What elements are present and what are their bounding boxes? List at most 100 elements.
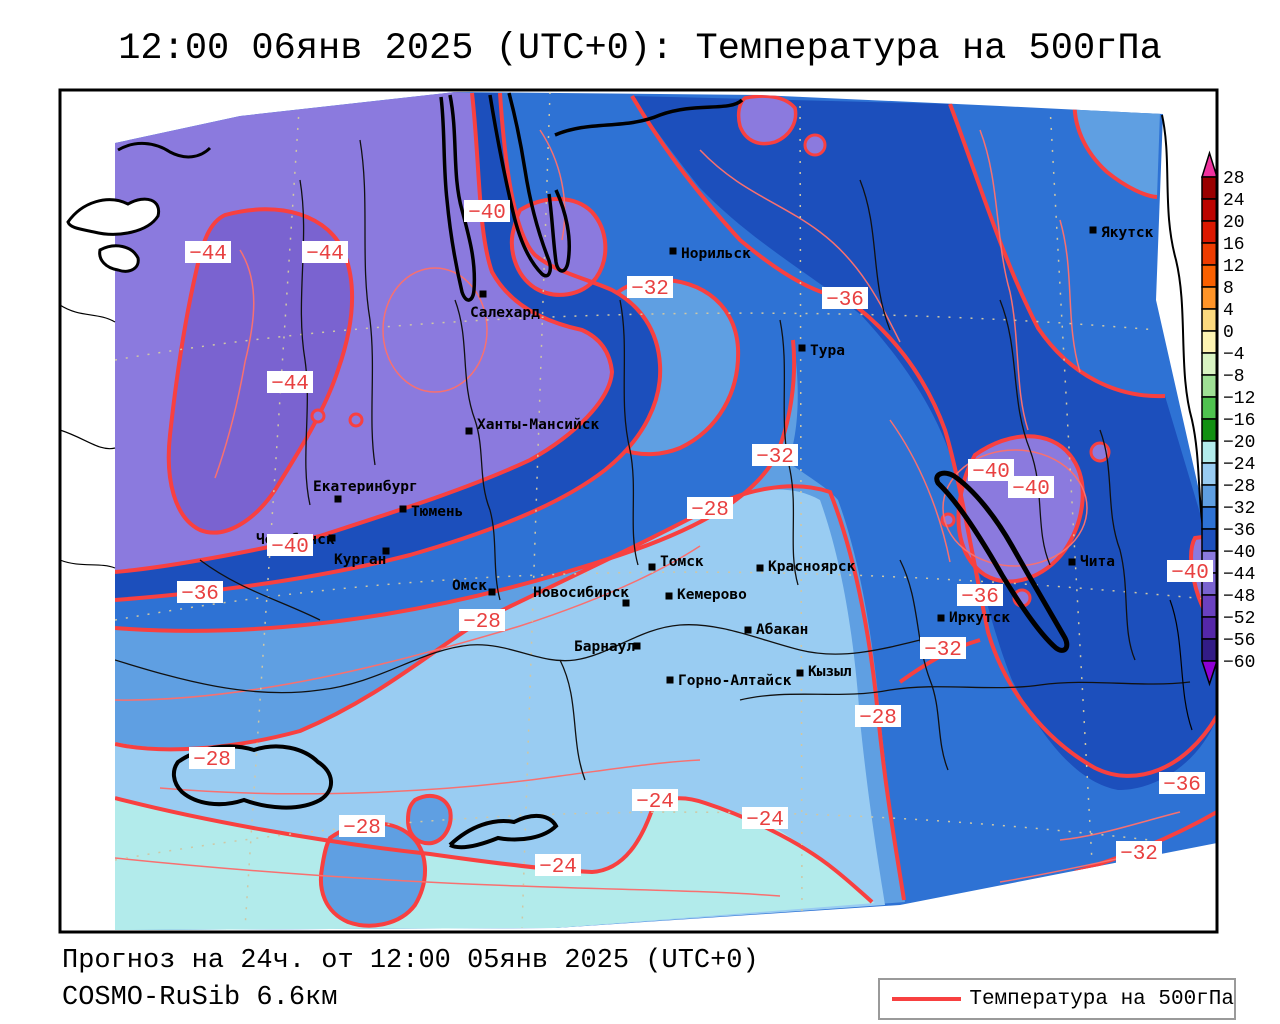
city-label: Екатеринбург [313,479,418,495]
temperature-colorbar: 2824201612840−4−8−12−16−20−24−28−32−36−4… [1200,150,1255,687]
isotherm-label: −32 [920,637,966,662]
colorbar-swatch [1201,198,1218,222]
isotherm-label-bg [459,609,505,631]
city-Кызыл: Кызыл [796,664,852,680]
isotherm-label-bg [1008,476,1054,498]
isotherm-label: −44 [267,371,313,396]
isotherm-label: −24 [535,854,581,879]
colorbar-tick-label: −40 [1223,543,1255,563]
colorbar-tick-label: 16 [1223,235,1245,255]
isotherm-label: −24 [742,807,788,832]
isotherm-label-value: −36 [961,586,999,609]
colorbar-tick-label: 24 [1223,191,1245,211]
isotherm-label-bg [957,584,1003,606]
isotherm-label-value: −40 [468,202,506,225]
isotherm-label-bg [464,200,510,222]
admin-borders [115,139,1191,781]
legend-line-sample [892,997,962,1001]
city-Томск: Томск [648,554,704,571]
city-Барнаул: Барнаул [574,639,641,655]
map-frame-outline [58,88,1219,934]
colorbar-swatch [1201,330,1218,354]
isotherm-value-labels: −44 −44−44−40−40−40−40−40−36−36 −36−36−32−… [177,200,1213,879]
city-dot [328,534,336,542]
colorbar-swatch [1201,462,1218,486]
isotherm-label: −36 [177,581,223,606]
page-title: 12:00 06янв 2025 (UTC+0): Температура на… [118,28,1162,70]
isotherm-label: −28 [855,705,901,730]
city-Норильск: Норильск [669,246,751,262]
city-label: Кызыл [808,664,852,680]
isotherm-label-bg [742,807,788,829]
city-label: Томск [660,554,704,570]
isotherm-contours-major [115,92,1217,904]
isotherm-label: −28 [687,497,733,522]
city-dot [669,247,677,255]
city-label: Чита [1080,554,1115,570]
isotherm-label-value: −40 [1012,478,1050,501]
isotherm-label: −32 [752,444,798,469]
isotherm-label: −28 [339,815,385,840]
colorbar-tick-label: −44 [1223,565,1255,585]
isotherm-label-value: −32 [631,278,669,301]
isotherm-label: −36 [1159,772,1205,797]
city-dot [633,642,641,650]
colorbar-tick-label: −48 [1223,587,1255,607]
colorbar-tick-label: −36 [1223,521,1255,541]
coastlines [117,92,1070,850]
city-dot [744,626,752,634]
city-Красноярск: Красноярск [756,559,856,575]
isotherm-label-bg [267,371,313,393]
isotherm-label-bg [627,276,673,298]
isotherm-label-value: −28 [463,611,501,634]
city-dot [1089,226,1097,234]
colorbar-swatch [1201,440,1218,464]
city-label: Якутск [1101,225,1154,241]
city-Кемерово: Кемерово [665,587,747,603]
colorbar-tick-label: −52 [1223,609,1255,629]
isotherm-label-value: −44 [271,373,309,396]
city-label: Кемерово [677,587,747,603]
colorbar-tick-label: −8 [1223,367,1245,387]
isotherm-label-bg [687,497,733,519]
isotherm-label-bg [968,459,1014,481]
isotherm-label: −40 [968,459,1014,484]
isotherm-label-bg [920,637,966,659]
colorbar-tick-label: −12 [1223,389,1255,409]
city-Ханты-Мансийск: Ханты-Мансийск [465,417,599,435]
isotherm-contours-minor [115,129,1181,897]
isotherm-label-value: −24 [539,856,577,879]
colorbar-swatch [1201,638,1218,662]
colorbar-swatch [1201,374,1218,398]
city-dot [334,495,342,503]
colorbar-swatch [1201,506,1218,530]
city-Иркутск: Иркутск [937,610,1010,626]
colorbar-swatch [1201,286,1218,310]
city-label: Ханты-Мансийск [477,417,599,433]
city-Новосибирск: Новосибирск [533,585,630,607]
city-Абакан: Абакан [744,622,808,638]
colorbar-swatch [1201,308,1218,332]
isotherm-label-value: −24 [746,809,784,832]
city-label: Новосибирск [533,585,629,601]
isotherm-label-bg [535,854,581,876]
city-Курган: Курган [334,547,390,568]
city-dot [399,505,407,513]
isotherm-label: −28 [459,609,505,634]
isotherm-label: −44 [185,241,231,266]
city-dot [666,676,674,684]
isotherm-label-value: −44 [189,243,227,266]
isotherm-label-bg [185,241,231,263]
city-Якутск: Якутск [1089,225,1154,241]
city-label: Иркутск [949,610,1010,626]
isotherm-label-bg [632,789,678,811]
colorbar-tick-label: 4 [1223,301,1234,321]
city-dot [665,592,673,600]
isotherm-label-bg [302,241,348,263]
isotherm-label: −40 [1008,476,1054,501]
colorbar-tick-label: −16 [1223,411,1255,431]
isotherm-label-bg [177,581,223,603]
city-dot [1068,558,1076,566]
colorbar-swatch [1201,616,1218,640]
colorbar-tick-label: 28 [1223,169,1245,189]
